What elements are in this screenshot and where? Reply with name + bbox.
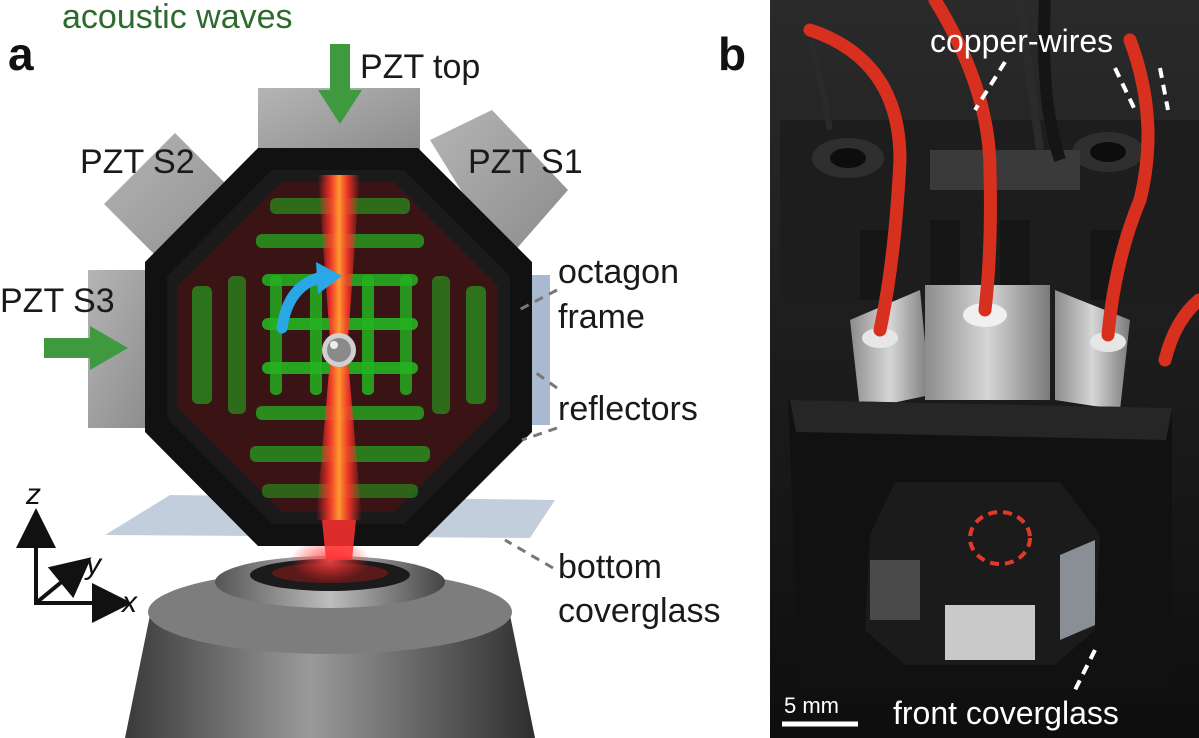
front-coverglass-label: front coverglass [893, 695, 1119, 731]
pzt-s3-label: PZT S3 [0, 282, 115, 320]
pzt-top-label: PZT top [360, 48, 480, 86]
scale-bar-label: 5 mm [784, 693, 839, 718]
axis-x-label: x [120, 586, 138, 619]
laser-beam [316, 175, 362, 560]
octagon-frame-label-line2: frame [558, 298, 645, 336]
bottom-coverglass-label-line2: coverglass [558, 592, 721, 630]
coordinate-axes [16, 508, 132, 623]
leader-lines-b [973, 60, 1170, 691]
octagon-frame-label-line1: octagon [558, 253, 679, 291]
axis-z-label: z [25, 478, 41, 511]
acoustic-waves-label: acoustic waves [62, 0, 293, 36]
panel-b: b copper-wires front coverglass 5 mm [718, 0, 1199, 738]
panel-a-letter: a [8, 28, 34, 80]
bottom-coverglass-label-line1: bottom [558, 548, 662, 586]
axis-y-label: y [84, 548, 103, 581]
target-circle-icon [968, 510, 1032, 566]
pzt-s1-block [430, 110, 568, 262]
trapped-particle [322, 333, 356, 367]
acoustic-arrow-side-icon [44, 326, 128, 370]
copper-wires-label: copper-wires [930, 23, 1113, 59]
pzt-block-left-photo [850, 290, 930, 410]
octagon-chamber-photo [865, 482, 1100, 665]
copper-wires [803, 0, 1199, 367]
acoustic-arrow-top-icon [318, 44, 362, 124]
reflectors-label: reflectors [558, 390, 698, 428]
microscope-objective [125, 538, 535, 738]
rotation-arrow-icon [276, 262, 342, 334]
leader-lines-a [504, 288, 558, 570]
panel-b-letter: b [718, 28, 746, 80]
panel-a: acoustic waves a PZT top PZT S2 PZT S1 P… [0, 0, 721, 738]
pzt-s2-label: PZT S2 [80, 143, 195, 181]
pzt-s1-label: PZT S1 [468, 143, 583, 181]
